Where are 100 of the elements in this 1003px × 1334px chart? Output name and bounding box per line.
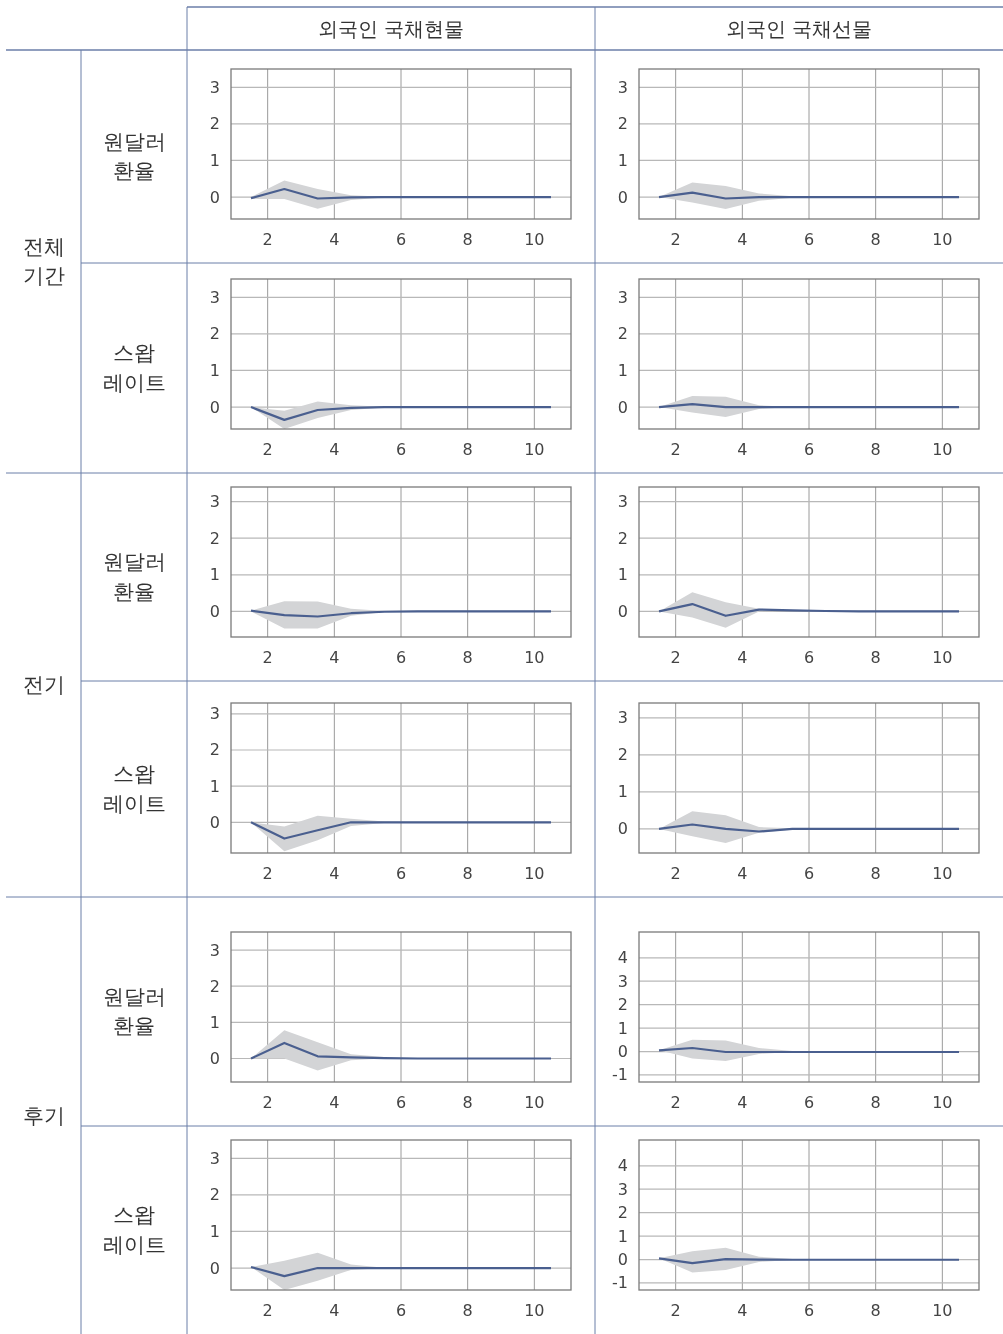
line-series xyxy=(249,1041,553,1060)
y-tick-label: 0 xyxy=(209,1049,220,1069)
y-tick-label: 3 xyxy=(617,708,628,728)
x-tick-label: 4 xyxy=(329,647,340,667)
y-tick-label: 0 xyxy=(617,1042,628,1062)
x-tick-label: 2 xyxy=(670,647,681,667)
x-tick-label: 6 xyxy=(803,1092,815,1112)
x-tick-label: 2 xyxy=(670,1092,681,1112)
x-tick-label: 8 xyxy=(870,439,881,459)
x-tick-label: 8 xyxy=(462,439,473,459)
chart-title: 외국인 국채선물 xyxy=(725,17,873,41)
x-tick-label: 2 xyxy=(262,1300,273,1320)
x-tick-label: 6 xyxy=(395,439,407,459)
x-tick-label: 8 xyxy=(870,1092,881,1112)
x-tick-label: 6 xyxy=(803,1300,815,1320)
y-tick-label: 3 xyxy=(209,77,220,97)
x-tick-label: 10 xyxy=(524,439,545,459)
x-tick-label: 4 xyxy=(329,1092,340,1112)
x-tick-label: 10 xyxy=(932,1300,953,1320)
y-tick-label: 3 xyxy=(209,704,220,724)
y-tick-label: 2 xyxy=(617,114,628,134)
y-axis-title: 스왑 레이트 xyxy=(102,341,166,395)
y-tick-label: 2 xyxy=(617,745,628,765)
x-tick-label: 10 xyxy=(932,647,953,667)
chart-title: 외국인 국채현물 xyxy=(317,17,465,41)
y-tick-label: -1 xyxy=(612,1065,628,1085)
x-tick-label: 4 xyxy=(329,439,340,459)
x-tick-label: 8 xyxy=(870,229,881,249)
text: 전체 기간 xyxy=(23,234,65,289)
x-tick-label: 8 xyxy=(462,229,473,249)
y-tick-label: 3 xyxy=(617,492,628,512)
x-tick-label: 10 xyxy=(932,229,953,249)
x-tick-label: 6 xyxy=(803,439,815,459)
y-tick-label: 4 xyxy=(617,948,628,968)
x-tick-label: 4 xyxy=(329,1300,340,1320)
y-tick-label: 3 xyxy=(617,971,628,991)
y-tick-label: 0 xyxy=(209,1258,220,1278)
y-axis-title: 원달러 환율 xyxy=(102,550,166,604)
x-tick-label: 4 xyxy=(737,863,748,883)
x-tick-label: 2 xyxy=(670,1300,681,1320)
x-tick-label: 8 xyxy=(870,863,881,883)
y-tick-label: 3 xyxy=(209,492,220,512)
y-tick-label: 2 xyxy=(617,324,628,344)
y-tick-label: 1 xyxy=(209,360,220,380)
x-tick-label: 2 xyxy=(262,1092,273,1112)
y-tick-label: 1 xyxy=(209,1012,220,1032)
x-tick-label: 4 xyxy=(329,863,340,883)
y-tick-label: 1 xyxy=(617,1018,628,1038)
y-axis-title: 스왑 레이트 xyxy=(102,1203,166,1257)
line-series xyxy=(249,187,553,200)
x-tick-label: 2 xyxy=(670,863,681,883)
y-tick-label: 0 xyxy=(617,601,628,621)
y-tick-label: 1 xyxy=(617,782,628,802)
x-tick-label: 6 xyxy=(395,229,407,249)
x-tick-label: 2 xyxy=(262,439,273,459)
x-tick-label: 2 xyxy=(262,647,273,667)
x-tick-label: 4 xyxy=(737,1092,748,1112)
x-tick-label: 6 xyxy=(395,1092,407,1112)
x-tick-label: 6 xyxy=(395,647,407,667)
y-tick-label: 0 xyxy=(209,397,220,417)
x-tick-label: 4 xyxy=(737,229,748,249)
x-tick-label: 6 xyxy=(803,647,815,667)
x-tick-label: 2 xyxy=(262,863,273,883)
x-tick-label: 4 xyxy=(329,229,340,249)
y-tick-label: 4 xyxy=(617,1156,628,1176)
x-tick-label: 2 xyxy=(670,439,681,459)
y-tick-label: 3 xyxy=(617,1179,628,1199)
y-tick-label: 0 xyxy=(617,397,628,417)
y-tick-label: 1 xyxy=(209,150,220,170)
y-tick-label: 0 xyxy=(617,1250,628,1270)
y-tick-label: 3 xyxy=(617,287,628,307)
x-tick-label: 10 xyxy=(932,863,953,883)
y-tick-label: 1 xyxy=(209,565,220,585)
y-tick-label: 2 xyxy=(617,528,628,548)
x-tick-label: 2 xyxy=(262,229,273,249)
x-tick-label: 2 xyxy=(670,229,681,249)
x-tick-label: 4 xyxy=(737,439,748,459)
x-tick-label: 6 xyxy=(395,1300,407,1320)
y-tick-label: 0 xyxy=(617,187,628,207)
y-axis-title: 스왑 레이트 xyxy=(102,762,166,816)
y-tick-label: 2 xyxy=(617,1203,628,1223)
y-tick-label: 3 xyxy=(617,77,628,97)
x-tick-label: 6 xyxy=(395,863,407,883)
y-tick-label: 1 xyxy=(209,1221,220,1241)
y-tick-label: 3 xyxy=(209,940,220,960)
y-tick-label: 0 xyxy=(209,187,220,207)
y-tick-label: 1 xyxy=(617,360,628,380)
x-tick-label: 6 xyxy=(803,229,815,249)
x-tick-label: 8 xyxy=(462,1092,473,1112)
y-tick-label: 2 xyxy=(617,995,628,1015)
x-tick-label: 4 xyxy=(737,647,748,667)
y-tick-label: 0 xyxy=(209,601,220,621)
y-tick-label: 2 xyxy=(209,324,220,344)
line-series xyxy=(657,602,961,617)
y-tick-label: 2 xyxy=(209,114,220,134)
x-tick-label: 8 xyxy=(870,1300,881,1320)
y-tick-label: 1 xyxy=(209,776,220,796)
y-tick-label: 2 xyxy=(209,976,220,996)
y-tick-label: 2 xyxy=(209,1185,220,1205)
x-tick-label: 6 xyxy=(803,863,815,883)
